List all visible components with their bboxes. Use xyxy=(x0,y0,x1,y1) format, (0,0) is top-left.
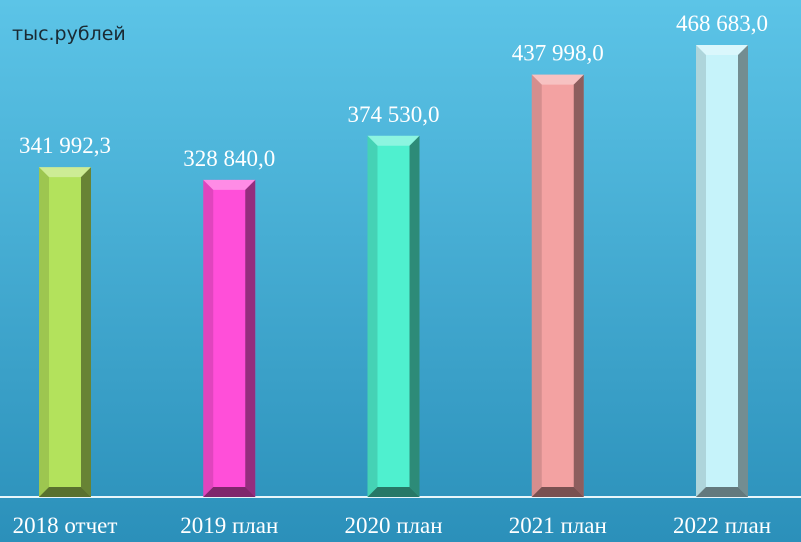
bar-bevel-bottom xyxy=(367,487,420,497)
bar xyxy=(367,135,420,497)
bar-bevel-right xyxy=(573,74,584,498)
bar-bevel-top xyxy=(531,74,584,85)
unit-label: тыс.рублей xyxy=(12,23,126,45)
bar-bevel-left xyxy=(39,167,49,497)
bar-bevel-bottom xyxy=(696,487,748,497)
bar xyxy=(203,179,256,497)
bar-bevel-right xyxy=(409,135,420,497)
bar-bevel-top xyxy=(367,135,420,146)
value-label: 341 992,3 xyxy=(19,133,111,158)
bar-bevel-left xyxy=(696,45,706,497)
bar-bevel-bottom xyxy=(531,487,584,497)
bar-bevel-bottom xyxy=(203,487,256,497)
x-tick-label: 2020 план xyxy=(344,513,442,538)
bar-bevel-left xyxy=(367,135,378,497)
value-label: 328 840,0 xyxy=(183,146,275,171)
x-tick-label: 2021 план xyxy=(509,513,607,538)
bar-bevel-right xyxy=(245,179,256,497)
bar-bevel-bottom xyxy=(39,487,91,497)
bar xyxy=(39,167,91,497)
bar-bevel-top xyxy=(696,45,748,55)
x-tick-label: 2022 план xyxy=(673,513,771,538)
value-label: 468 683,0 xyxy=(676,11,768,36)
x-tick-label: 2019 план xyxy=(180,513,278,538)
bar-bevel-left xyxy=(531,74,542,498)
bar-bevel-top xyxy=(39,167,91,178)
value-label: 374 530,0 xyxy=(348,102,440,127)
bar-bevel-right xyxy=(738,45,748,497)
bar-bevel-top xyxy=(203,179,256,190)
bar xyxy=(531,74,584,498)
x-tick-label: 2018 отчет xyxy=(13,513,118,538)
bar-bevel-right xyxy=(81,167,91,497)
bar-bevel-left xyxy=(203,179,214,497)
value-label: 437 998,0 xyxy=(512,41,604,66)
bar xyxy=(696,45,748,497)
